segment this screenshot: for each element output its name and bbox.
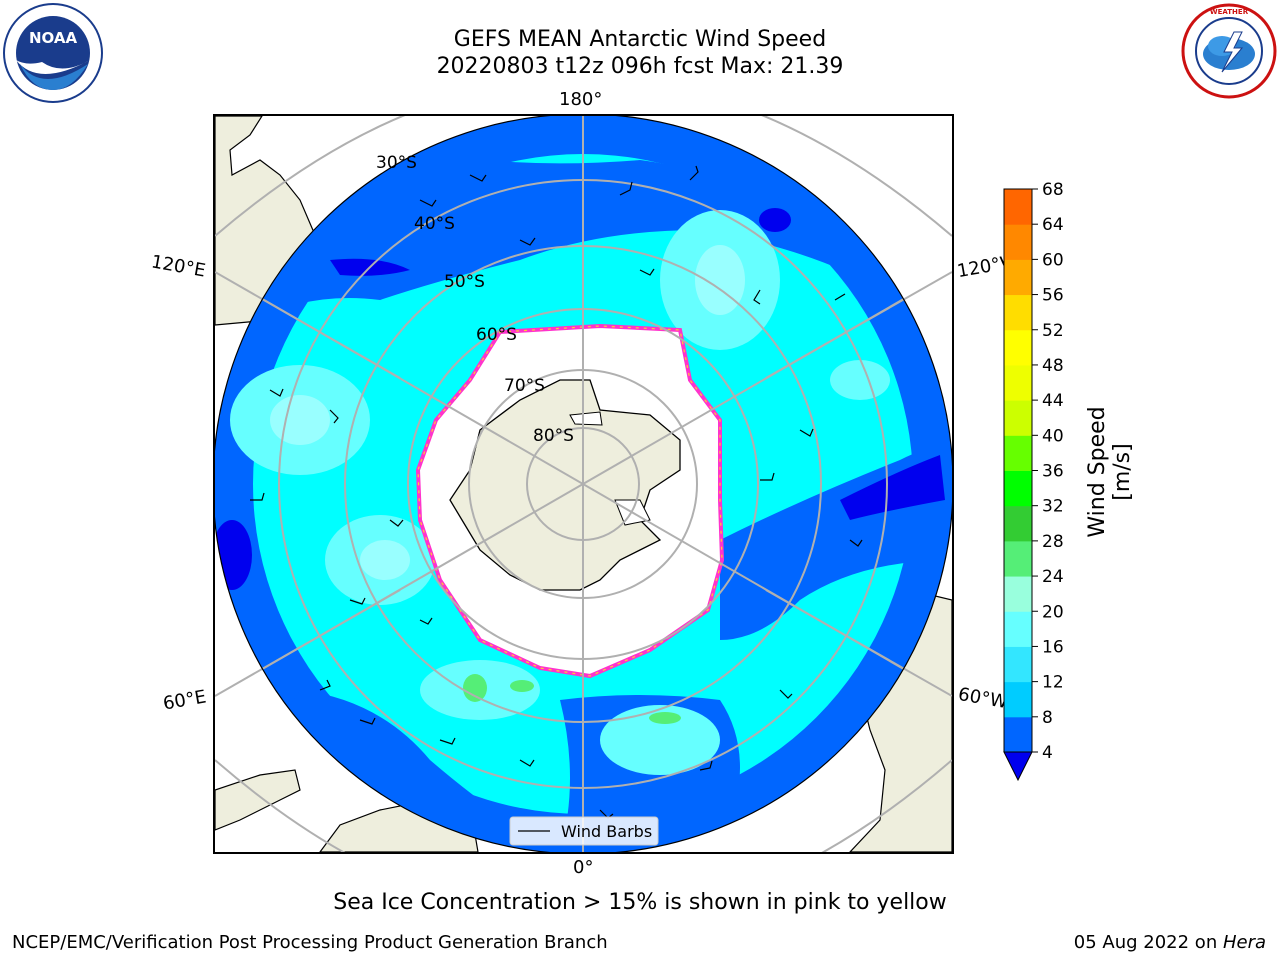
colorbar-tick-label: 4: [1042, 743, 1053, 763]
lat-label-70s: 70°S: [504, 376, 545, 396]
colorbar-title: Wind Speed [m/s]: [1085, 406, 1135, 538]
lat-label-40s: 40°S: [414, 214, 455, 234]
legend-label: Wind Barbs: [561, 822, 652, 841]
lat-label-30s: 30°S: [376, 153, 417, 173]
svg-text:NOAA: NOAA: [29, 29, 78, 47]
lon-label-120e: 120°E: [149, 251, 208, 282]
sea-ice-note: Sea Ice Concentration > 15% is shown in …: [333, 890, 947, 915]
colorbar-tick-label: 68: [1042, 180, 1064, 200]
colorbar-band: [1004, 329, 1032, 366]
colorbar-band: [1004, 611, 1032, 647]
machine-name: Hera: [1222, 932, 1266, 953]
colorbar-band: [1004, 716, 1032, 753]
polar-map: 30°S 40°S 50°S 60°S 70°S 80°S Wind Barbs: [215, 116, 952, 852]
colorbar-tick-label: 20: [1042, 602, 1064, 622]
colorbar-band: [1004, 364, 1032, 401]
colorbar-band: [1004, 576, 1032, 612]
generation-date: 05 Aug 2022 on Hera: [1073, 932, 1266, 953]
colorbar-tick-label: 16: [1042, 637, 1064, 657]
colorbar-band: [1004, 259, 1032, 296]
colorbar-band: [1004, 189, 1032, 225]
colorbar-tick-label: 40: [1042, 426, 1064, 446]
colorbar-tick-label: 32: [1042, 497, 1064, 517]
producer-credit: NCEP/EMC/Verification Post Processing Pr…: [12, 932, 608, 953]
colorbar-band: [1004, 400, 1032, 436]
wind-barbs: [250, 165, 863, 819]
colorbar-band: [1004, 435, 1032, 471]
colorbar-tick-label: 12: [1042, 673, 1064, 693]
colorbar-tick-label: 60: [1042, 250, 1064, 270]
lat-label-80s: 80°S: [533, 426, 574, 446]
wind-barbs-legend: Wind Barbs: [509, 816, 659, 846]
noaa-logo: NOAA: [3, 3, 103, 103]
colorbar-tick-label: 56: [1042, 286, 1064, 306]
colorbar-tick-label: 52: [1042, 321, 1064, 341]
colorbar-band: [1004, 540, 1032, 577]
colorbar-extend-arrow: [1003, 751, 1033, 782]
lon-label-0: 0°: [573, 857, 594, 878]
lon-label-180: 180°: [559, 89, 603, 110]
antarctica: [449, 379, 681, 591]
nws-logo: WEATHER: [1181, 3, 1277, 99]
lon-label-60e: 60°E: [161, 686, 208, 715]
svg-text:WEATHER: WEATHER: [1210, 8, 1249, 16]
colorbar-tick-label: 64: [1042, 215, 1064, 235]
colorbar-band: [1004, 505, 1032, 542]
lat-label-50s: 50°S: [444, 272, 485, 292]
colorbar-tick-label: 8: [1042, 708, 1053, 728]
colorbar-band: [1004, 646, 1032, 683]
chart-subtitle: 20220803 t12z 096h fcst Max: 21.39: [436, 54, 844, 79]
colorbar-tick-label: 48: [1042, 356, 1064, 376]
colorbar-tick-label: 44: [1042, 391, 1064, 411]
colorbar-band: [1004, 470, 1032, 507]
colorbar-band: [1004, 294, 1032, 331]
colorbar-band: [1004, 681, 1032, 718]
colorbar-tick-label: 36: [1042, 462, 1064, 482]
chart-title: GEFS MEAN Antarctic Wind Speed: [453, 27, 827, 52]
colorbar-tick-label: 28: [1042, 532, 1064, 552]
lat-label-60s: 60°S: [476, 325, 517, 345]
colorbar-band: [1004, 224, 1032, 260]
colorbar-tick-label: 24: [1042, 567, 1064, 587]
